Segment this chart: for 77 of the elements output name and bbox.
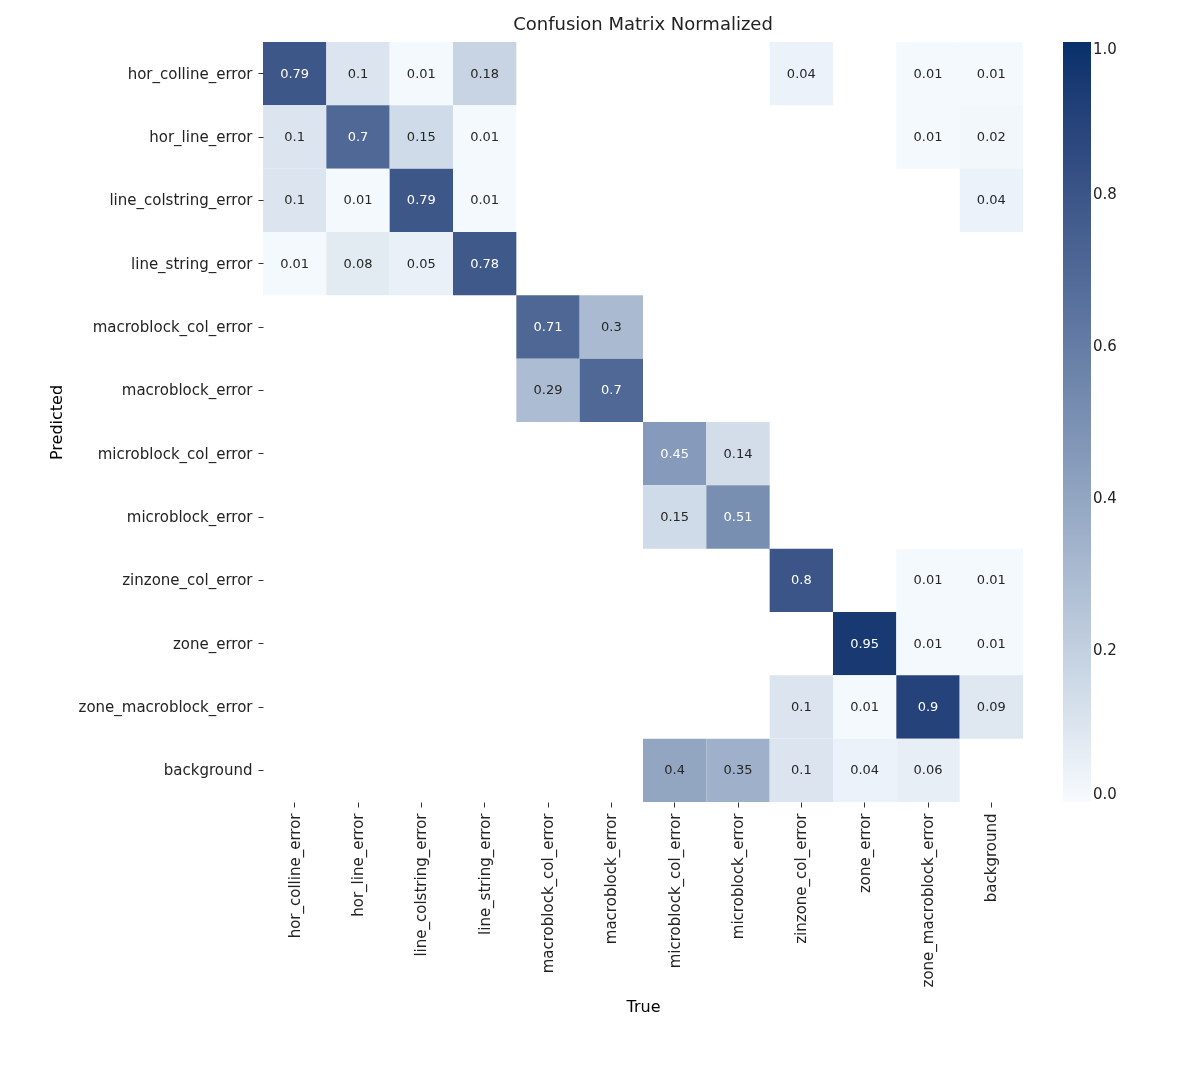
data-label: 0.95 [850,635,880,651]
x-tick-label: zone_macroblock_error [919,812,938,988]
data-label: 0.01 [470,192,500,208]
data-label: 0.01 [976,572,1006,588]
data-label: 0.14 [723,445,753,461]
data-label: 0.08 [343,255,373,271]
y-tick-label: hor_colline_error [127,64,254,84]
y-tick-label: line_colstring_error [109,191,254,211]
data-label: 0.29 [533,382,563,398]
color-bar-label: 0.6 [1093,337,1117,355]
data-label: 0.01 [913,129,943,144]
data-label: 0.06 [913,762,943,778]
data-label: 0.01 [343,192,373,208]
data-label: 0.01 [913,65,943,81]
data-label: 0.1 [790,699,812,714]
data-label: 0.7 [600,382,622,398]
data-label: 0.15 [660,509,690,524]
y-tick-label: zone_macroblock_error [78,698,254,717]
data-label: 0.1 [284,129,306,144]
data-label: 0.45 [660,445,690,461]
color-bar-label: 0.2 [1093,641,1117,659]
x-tick-label: background [982,813,1001,903]
y-tick-label: line_string_error [131,254,254,274]
color-bar-label: 0.4 [1093,489,1117,507]
data-label: 0.79 [280,65,310,81]
data-label: 0.01 [913,572,943,588]
data-label: 0.01 [850,699,880,714]
y-tick-label: hor_line_error [149,128,254,147]
x-axis-title: True [625,997,661,1017]
y-tick-label: microblock_col_error [97,444,254,464]
data-label: 0.79 [406,192,436,208]
y-tick-label: zone_error [172,634,254,654]
data-label: 0.1 [790,762,812,778]
y-axis-title: Predicted [46,384,66,461]
data-label: 0.35 [723,762,753,778]
data-label: 0.9 [917,699,939,714]
y-tick-label: zinzone_col_error [122,571,254,591]
data-label: 0.01 [280,255,310,271]
color-bar-label: 0.8 [1093,185,1117,203]
data-label: 0.04 [976,192,1006,208]
data-label: 0.01 [976,65,1006,81]
data-label: 0.4 [664,762,686,778]
data-label: 0.04 [786,65,816,81]
data-label: 0.04 [850,762,880,778]
data-label: 0.51 [723,509,753,524]
x-tick-label: zone_error [855,812,875,894]
y-tick-label: microblock_error [126,508,254,527]
x-tick-label: macroblock_col_error [539,812,558,974]
x-tick-label: microblock_col_error [665,812,685,969]
data-label: 0.7 [347,129,369,144]
data-label: 0.1 [347,65,369,81]
chart-title: Confusion Matrix Normalized [513,13,773,34]
data-label: 0.01 [406,65,436,81]
data-label: 0.78 [470,255,500,271]
color-bar-label: 0.0 [1093,785,1117,803]
x-tick-label: line_string_error [475,812,495,935]
color-bar-label: 1.0 [1093,40,1117,58]
data-label: 0.01 [913,635,943,651]
data-label: 0.01 [976,635,1006,651]
y-tick-label: background [163,761,253,780]
data-label: 0.18 [470,65,500,81]
data-label: 0.02 [976,129,1006,144]
data-label: 0.1 [284,192,306,208]
data-label: 0.15 [406,129,436,144]
data-label: 0.3 [600,319,622,334]
x-tick-label: line_colstring_error [412,812,432,957]
x-tick-label: microblock_error [729,812,748,940]
data-label: 0.05 [406,255,436,271]
y-tick-label: macroblock_col_error [92,318,254,337]
y-tick-label: macroblock_error [121,381,254,401]
x-tick-label: hor_line_error [349,812,368,917]
data-label: 0.71 [533,319,563,334]
data-label: 0.01 [470,129,500,144]
data-label: 0.09 [976,699,1006,714]
data-label: 0.8 [790,572,812,588]
x-tick-label: zinzone_col_error [792,812,812,944]
x-tick-label: macroblock_error [602,812,622,945]
